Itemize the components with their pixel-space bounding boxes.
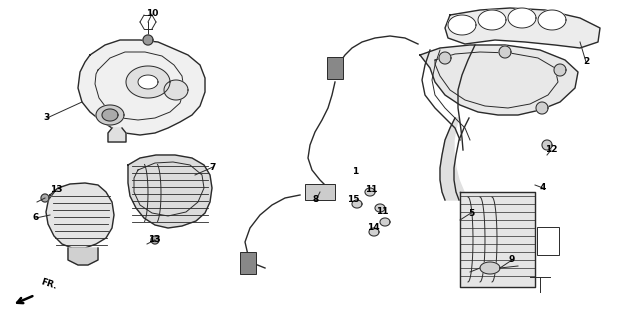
Polygon shape [143,35,153,45]
Polygon shape [352,200,362,208]
Polygon shape [108,128,126,142]
Text: 5: 5 [468,209,474,218]
Polygon shape [126,66,170,98]
Polygon shape [375,204,385,212]
Text: 12: 12 [545,146,557,155]
Polygon shape [554,64,566,76]
Polygon shape [68,248,98,265]
Polygon shape [78,40,205,135]
Text: 6: 6 [33,213,39,222]
Polygon shape [445,8,600,48]
Polygon shape [448,15,476,35]
Text: 2: 2 [583,58,589,67]
Polygon shape [128,155,212,228]
Text: FR.: FR. [40,277,58,291]
FancyBboxPatch shape [240,252,256,274]
Polygon shape [508,8,536,28]
Polygon shape [499,46,511,58]
Polygon shape [440,118,469,200]
Text: 7: 7 [210,163,216,172]
Text: 8: 8 [313,196,319,204]
Text: 11: 11 [376,207,388,217]
Polygon shape [46,183,114,248]
Polygon shape [460,192,535,287]
Polygon shape [538,10,566,30]
Text: 3: 3 [44,114,50,123]
Polygon shape [420,45,578,115]
Text: 9: 9 [509,255,515,265]
Text: 1: 1 [352,167,358,177]
Text: 13: 13 [148,236,160,244]
Text: 11: 11 [365,186,377,195]
Text: 4: 4 [540,183,546,193]
Polygon shape [380,218,390,226]
Polygon shape [96,105,124,125]
Polygon shape [151,236,159,244]
Polygon shape [164,80,188,100]
Polygon shape [536,102,548,114]
FancyBboxPatch shape [305,184,335,200]
Polygon shape [478,10,506,30]
Polygon shape [41,194,49,202]
Text: 10: 10 [146,10,158,19]
Polygon shape [480,262,500,274]
Polygon shape [369,228,379,236]
Text: 14: 14 [366,223,379,233]
Polygon shape [365,188,375,196]
Text: 15: 15 [347,196,359,204]
FancyBboxPatch shape [327,57,343,79]
Polygon shape [138,75,158,89]
FancyBboxPatch shape [537,227,559,255]
Text: 13: 13 [50,186,62,195]
Polygon shape [542,140,552,150]
Polygon shape [102,109,118,121]
Polygon shape [439,52,451,64]
